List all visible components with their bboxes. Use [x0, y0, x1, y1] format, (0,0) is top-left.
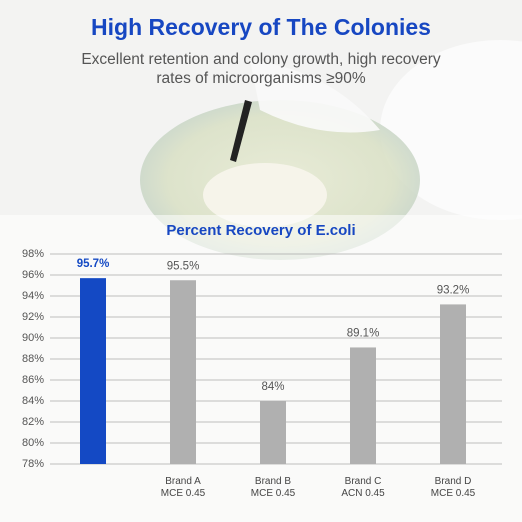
y-tick-label: 80% — [22, 437, 44, 449]
y-tick-label: 84% — [22, 395, 44, 407]
y-tick-label: 96% — [22, 269, 44, 281]
bar — [440, 304, 466, 464]
value-label: 84% — [261, 381, 284, 393]
value-label: 93.2% — [437, 284, 470, 296]
value-label: 95.5% — [167, 260, 200, 272]
y-tick-label: 78% — [22, 458, 44, 470]
subtitle: Excellent retention and colony growth, h… — [81, 51, 441, 87]
x-tick-label: Brand C ACN 0.45 — [341, 476, 385, 499]
chart-title: Percent Recovery of E.coli — [166, 222, 356, 239]
value-label: 95.7% — [77, 258, 110, 270]
y-tick-label: 94% — [22, 290, 44, 302]
y-tick-label: 88% — [22, 353, 44, 365]
y-tick-label: 86% — [22, 374, 44, 386]
y-tick-label: 90% — [22, 332, 44, 344]
x-tick-label: Brand A MCE 0.45 — [160, 476, 206, 499]
x-tick-label: Brand B MCE 0.45 — [250, 476, 296, 499]
bar — [350, 347, 376, 464]
bar — [170, 280, 196, 464]
y-tick-label: 82% — [22, 416, 44, 428]
y-tick-label: 92% — [22, 311, 44, 323]
value-label: 89.1% — [347, 327, 380, 339]
header-title: High Recovery of The Colonies — [91, 14, 431, 40]
bar — [80, 278, 106, 464]
x-tick-label: Brand D MCE 0.45 — [430, 476, 476, 499]
y-tick-label: 98% — [22, 248, 44, 260]
bar — [260, 401, 286, 464]
filter-membrane — [203, 163, 327, 227]
